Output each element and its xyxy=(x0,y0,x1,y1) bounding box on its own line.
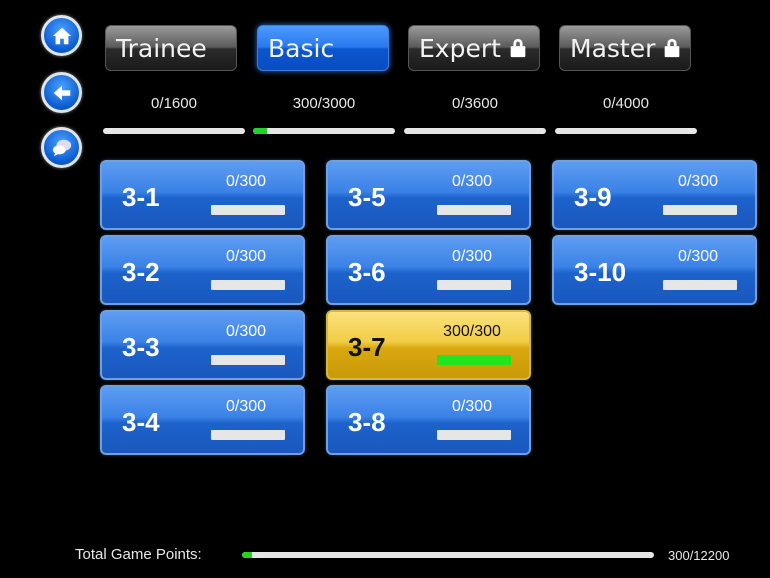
tier-progress-label: 0/3600 xyxy=(452,95,498,112)
level-score: 0/300 xyxy=(225,323,267,340)
home-button[interactable] xyxy=(41,15,82,56)
total-points-value: 300/12200 xyxy=(668,548,730,563)
level-score: 300/300 xyxy=(443,323,501,340)
level-score: 0/300 xyxy=(451,248,493,265)
tier-progress-fill xyxy=(253,128,268,134)
tab-trainee[interactable]: Trainee xyxy=(105,25,237,71)
level-score: 0/300 xyxy=(225,248,267,265)
level-progress-bar xyxy=(437,355,511,365)
tab-master[interactable]: Master xyxy=(559,25,691,71)
level-progress-bar xyxy=(663,205,737,215)
level-3-8[interactable]: 3-8 0/300 xyxy=(326,385,531,455)
tab-label: Basic xyxy=(268,33,335,63)
tier-progress-bar xyxy=(404,128,546,134)
level-progress-bar xyxy=(437,205,511,215)
level-progress-bar xyxy=(211,430,285,440)
arrow-left-icon xyxy=(53,85,70,100)
level-progress-bar xyxy=(211,280,285,290)
tab-label: Master xyxy=(570,33,656,63)
lock-icon xyxy=(510,38,526,58)
level-progress-bar xyxy=(663,280,737,290)
level-number: 3-10 xyxy=(574,257,627,287)
level-number: 3-9 xyxy=(574,182,612,212)
level-score: 0/300 xyxy=(677,173,719,190)
tier-progress-label: 0/1600 xyxy=(151,95,197,112)
level-3-1[interactable]: 3-1 0/300 xyxy=(100,160,305,230)
level-3-7[interactable]: 3-7 300/300 xyxy=(326,310,531,380)
level-score: 0/300 xyxy=(451,398,493,415)
home-icon xyxy=(52,27,71,44)
tab-label: Expert xyxy=(419,33,501,63)
level-number: 3-5 xyxy=(348,182,386,212)
level-score: 0/300 xyxy=(451,173,493,190)
chat-bubbles-icon xyxy=(52,139,71,156)
level-progress-fill xyxy=(437,355,511,365)
chat-button[interactable] xyxy=(41,127,82,168)
total-points-bar xyxy=(242,552,654,558)
level-number: 3-2 xyxy=(122,257,160,287)
lock-icon xyxy=(665,38,680,58)
level-number: 3-7 xyxy=(348,332,386,362)
level-score: 0/300 xyxy=(677,248,719,265)
tab-label: Trainee xyxy=(116,33,207,63)
level-progress-bar xyxy=(437,280,511,290)
level-3-4[interactable]: 3-4 0/300 xyxy=(100,385,305,455)
level-3-3[interactable]: 3-3 0/300 xyxy=(100,310,305,380)
level-number: 3-6 xyxy=(348,257,386,287)
level-number: 3-1 xyxy=(122,182,160,212)
level-3-6[interactable]: 3-6 0/300 xyxy=(326,235,531,305)
tab-expert[interactable]: Expert xyxy=(408,25,540,71)
level-number: 3-4 xyxy=(122,407,160,437)
level-3-2[interactable]: 3-2 0/300 xyxy=(100,235,305,305)
tab-basic[interactable]: Basic xyxy=(257,25,389,71)
level-progress-bar xyxy=(211,355,285,365)
tier-progress-bar xyxy=(555,128,697,134)
level-3-10[interactable]: 3-10 0/300 xyxy=(552,235,757,305)
level-score: 0/300 xyxy=(225,398,267,415)
level-3-9[interactable]: 3-9 0/300 xyxy=(552,160,757,230)
tier-progress-bar xyxy=(103,128,245,134)
level-score: 0/300 xyxy=(225,173,267,190)
level-3-5[interactable]: 3-5 0/300 xyxy=(326,160,531,230)
level-progress-bar xyxy=(437,430,511,440)
back-button[interactable] xyxy=(41,72,82,113)
tier-progress-label: 300/3000 xyxy=(292,95,356,112)
tier-progress-label: 0/4000 xyxy=(603,95,649,112)
level-progress-bar xyxy=(211,205,285,215)
level-number: 3-8 xyxy=(348,407,386,437)
total-points-label: Total Game Points: xyxy=(75,546,202,563)
tier-progress-bar xyxy=(253,128,395,134)
total-points-fill xyxy=(242,552,253,558)
level-number: 3-3 xyxy=(122,332,160,362)
